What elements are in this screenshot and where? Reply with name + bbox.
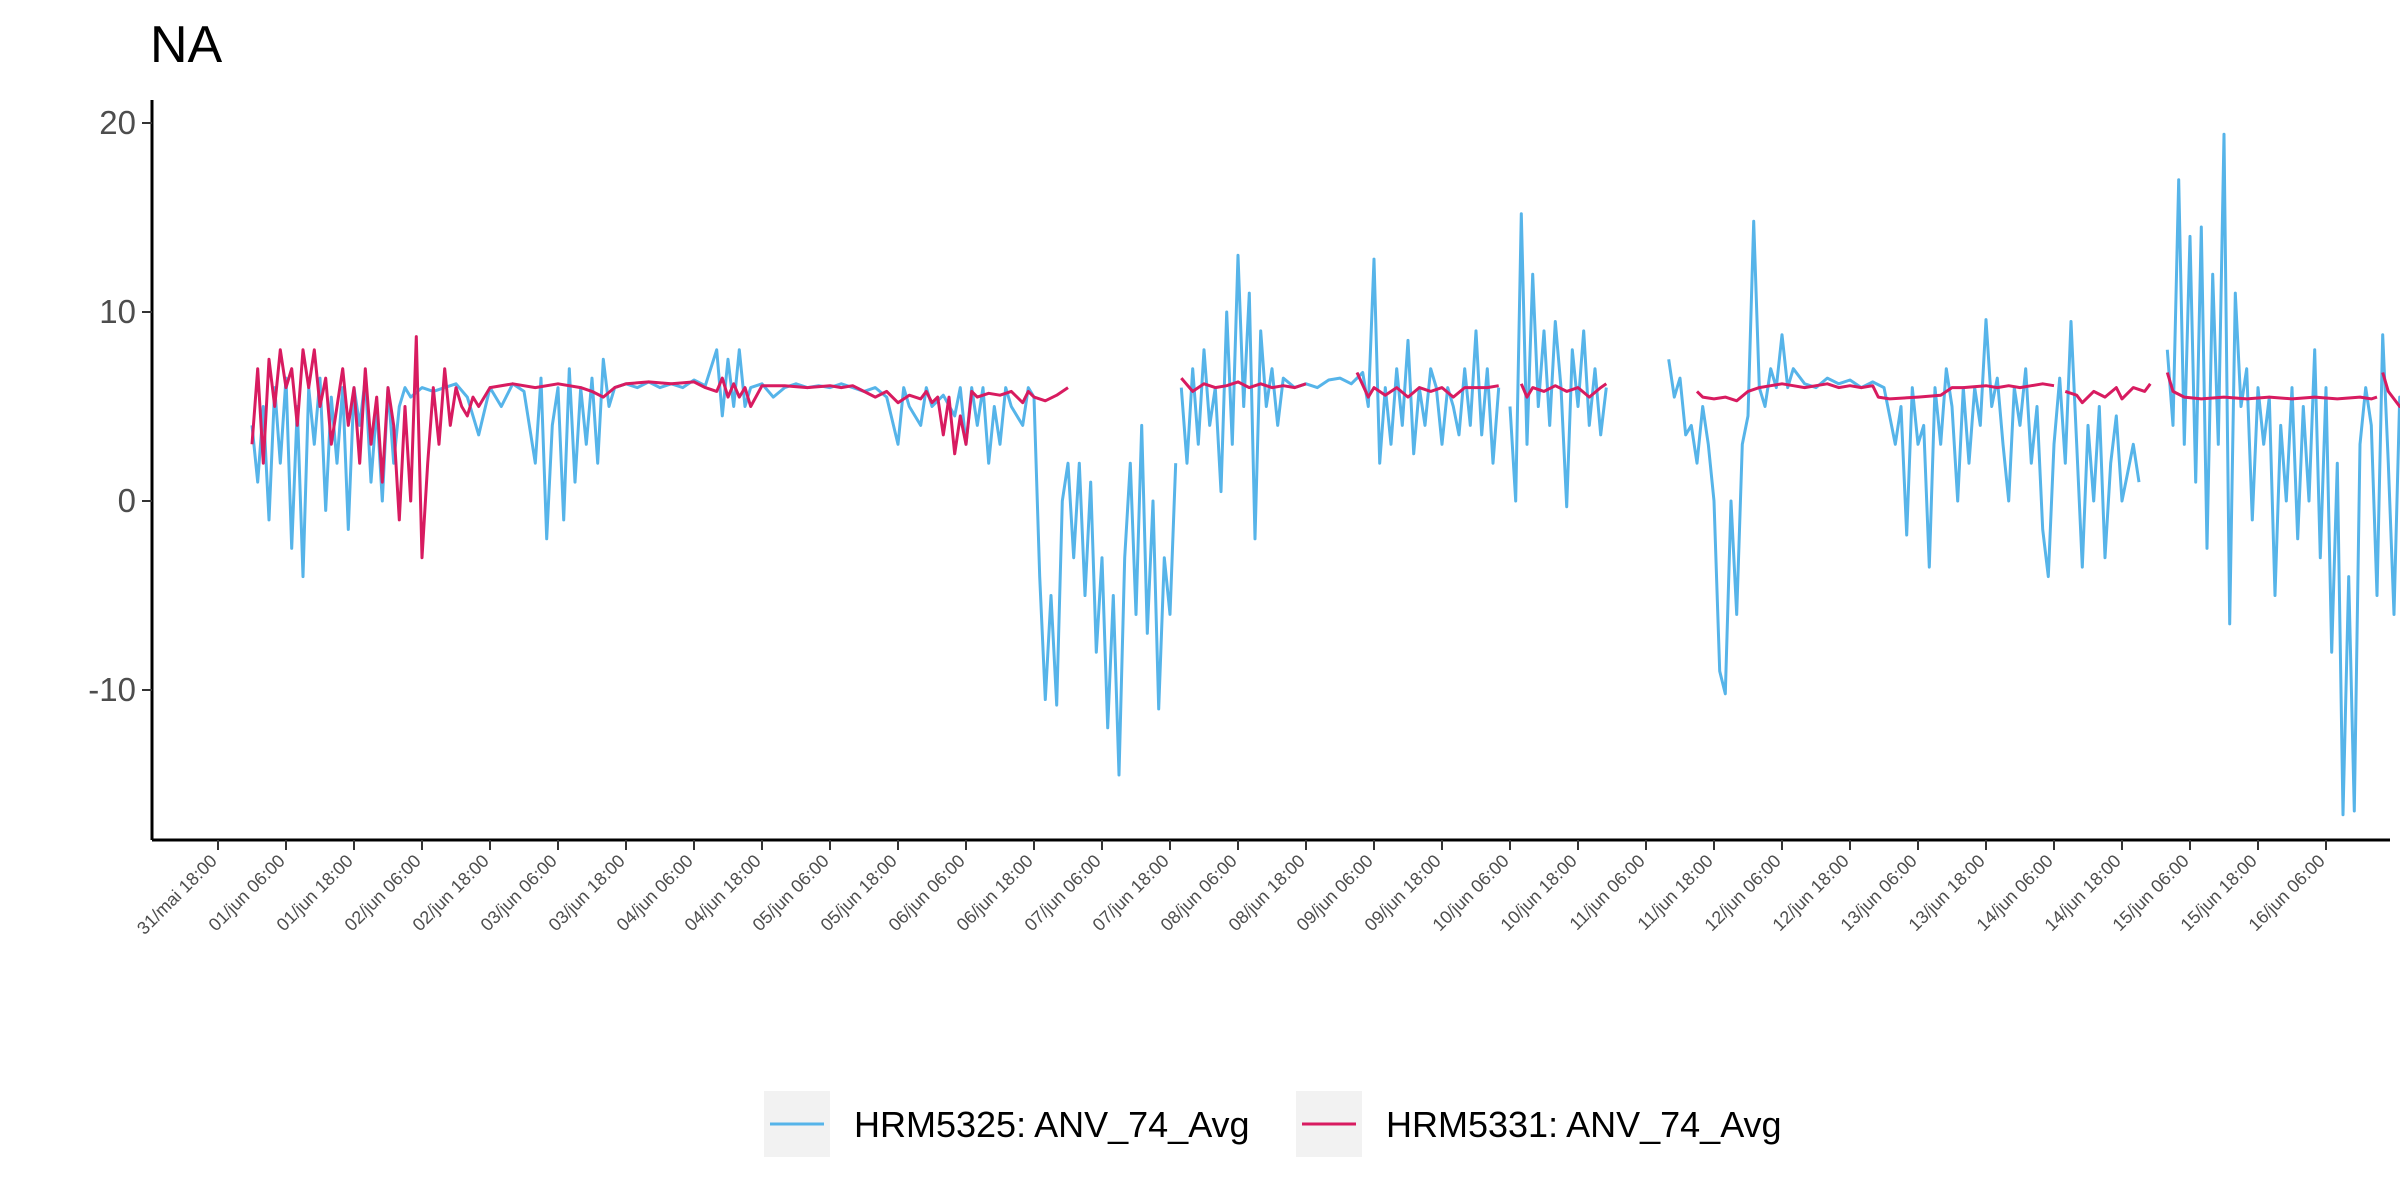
legend-label: HRM5331: ANV_74_Avg (1386, 1104, 1782, 1145)
series-1-line-segment (1667, 219, 2141, 696)
series-2-line-segment (1355, 371, 1499, 399)
series-2 (250, 335, 2400, 560)
y-tick-label: 20 (99, 104, 136, 141)
x-tick-label: 31/mai 18:00 (133, 851, 221, 939)
series-2-line-segment (1519, 382, 1608, 399)
series-1-line-segment (2165, 132, 2400, 817)
legend-label: HRM5325: ANV_74_Avg (854, 1104, 1250, 1145)
series-2-line-segment (1695, 382, 2055, 403)
series-1-line-segment (1508, 212, 1608, 509)
y-tick-label: 0 (118, 482, 136, 519)
y-tick-label: 10 (99, 293, 136, 330)
y-axis-ticks: -10 0 10 20 (88, 104, 152, 708)
series-layer (250, 132, 2400, 817)
chart-title: NA (150, 16, 223, 74)
y-tick-label: -10 (88, 671, 136, 708)
series-1 (250, 132, 2400, 817)
series-2-line-segment (2064, 382, 2152, 405)
series-2-line-segment (1180, 377, 1307, 393)
series-2-line-segment (250, 335, 1069, 560)
series-1-line-segment (250, 348, 1178, 777)
legend: HRM5325: ANV_74_Avg HRM5331: ANV_74_Avg (764, 1091, 1782, 1157)
series-2-line-segment (2165, 372, 2378, 401)
series-1-line-segment (1179, 253, 1501, 541)
